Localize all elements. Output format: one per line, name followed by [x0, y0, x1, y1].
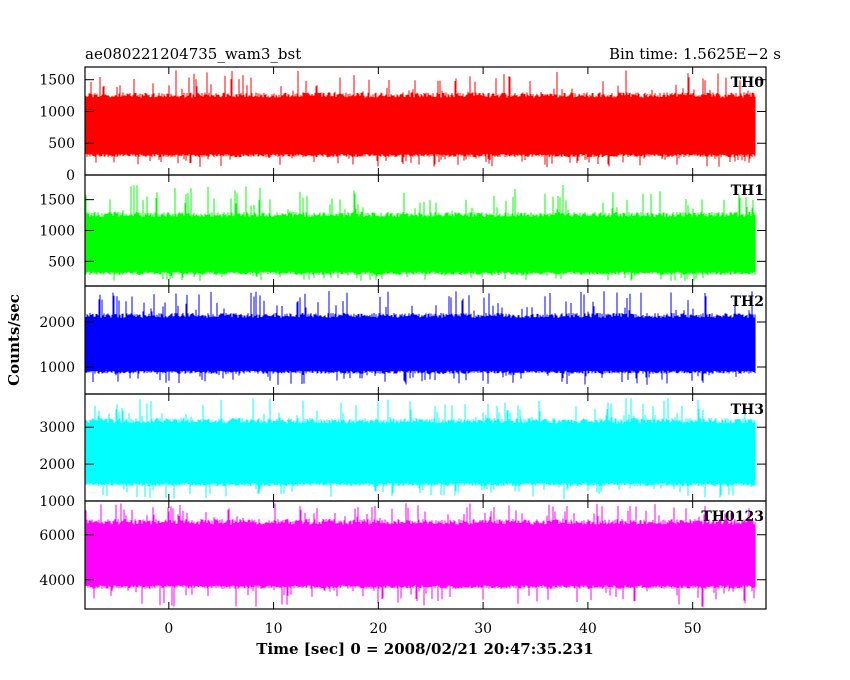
series-trace-th0123: [84, 503, 756, 607]
panel-frame-th0123: [84, 500, 767, 610]
panel-th3: 1000 2000 3000 TH3: [39, 393, 767, 510]
panel-th2: 1000 2000 TH2: [39, 285, 767, 395]
band-label-th0123: TH0123: [701, 509, 764, 525]
band-label-th2: TH2: [731, 294, 764, 310]
y-tick-label-th1: 1000: [39, 224, 75, 240]
y-tick-label-th3: 1000: [39, 494, 75, 510]
y-tick-label-th3: 2000: [39, 457, 75, 473]
y-tick-label-th0123: 4000: [39, 573, 75, 589]
band-label-th1: TH1: [731, 183, 764, 199]
chart-title-left: ae080221204735_wam3_bst: [85, 45, 301, 63]
series-trace-th0: [84, 70, 756, 168]
y-tick-label-th0123: 6000: [39, 528, 75, 544]
panel-th1: 500 1000 1500 TH1: [39, 174, 767, 287]
series-trace-th2: [84, 291, 756, 385]
chart-title-right: Bin time: 1.5625E−2 s: [609, 45, 781, 63]
y-tick-label-th0: 1500: [39, 73, 75, 89]
y-tick-label-th0: 0: [66, 168, 75, 184]
series-trace-th3: [84, 398, 756, 499]
y-tick-label-th1: 1500: [39, 193, 75, 209]
panel-th0123: 4000 6000 TH0123: [39, 500, 767, 610]
series-trace-th1: [84, 185, 756, 281]
y-axis-label: Counts/sec: [5, 294, 23, 386]
y-tick-label-th3: 3000: [39, 420, 75, 436]
y-tick-label-th2: 2000: [39, 315, 75, 331]
x-tick-label: 0: [164, 621, 173, 637]
y-tick-label-th2: 1000: [39, 360, 75, 376]
x-tick-label: 10: [265, 621, 283, 637]
x-axis-label: Time [sec] 0 = 2008/02/21 20:47:35.231: [256, 640, 593, 658]
y-tick-label-th0: 1000: [39, 104, 75, 120]
y-tick-label-th0: 500: [48, 136, 75, 152]
x-tick-label: 20: [369, 621, 387, 637]
panel-th0: 0 500 1000 1500 TH0: [39, 66, 767, 184]
band-label-th3: TH3: [731, 402, 764, 418]
x-tick-label: 50: [684, 621, 702, 637]
x-tick-label: 30: [474, 621, 492, 637]
x-tick-label: 40: [579, 621, 597, 637]
band-label-th0: TH0: [731, 75, 765, 91]
y-tick-label-th1: 500: [48, 254, 75, 270]
